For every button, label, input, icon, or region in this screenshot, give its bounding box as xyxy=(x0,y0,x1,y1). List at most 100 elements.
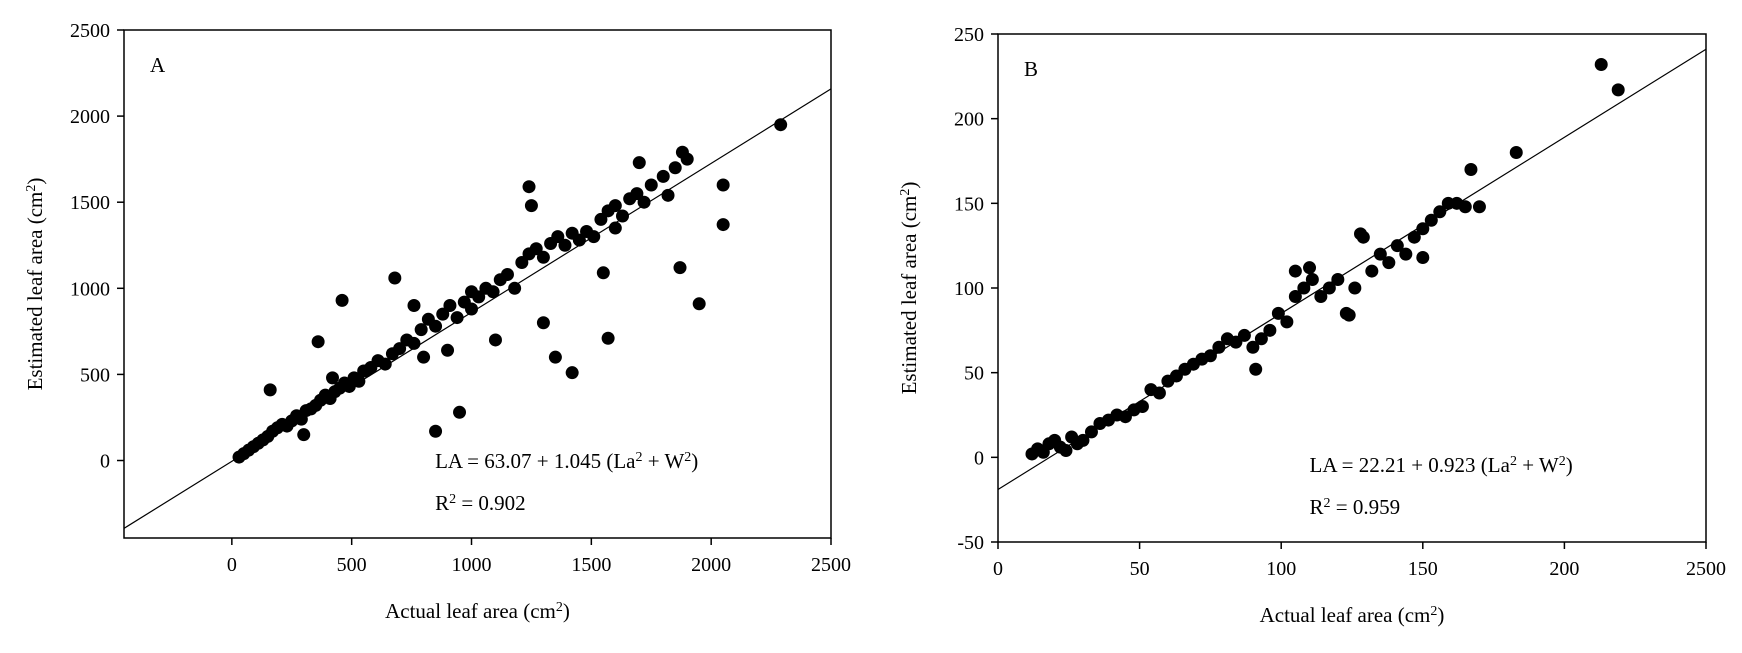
data-point xyxy=(1254,332,1268,346)
data-point xyxy=(1416,251,1430,265)
data-point xyxy=(515,255,529,269)
data-point xyxy=(1135,400,1149,414)
data-point xyxy=(551,230,565,244)
data-point xyxy=(508,281,522,295)
data-point xyxy=(407,299,421,313)
data-point xyxy=(417,350,431,364)
y-axis-label-part: Estimated leaf area (cm xyxy=(897,196,921,395)
x-tick-label: 500 xyxy=(337,554,367,576)
y-axis-label-part: ) xyxy=(897,182,921,189)
data-point xyxy=(1237,328,1251,342)
annotation-part: 2 xyxy=(1559,454,1566,469)
data-point xyxy=(488,333,502,347)
data-point xyxy=(1288,289,1302,303)
data-point xyxy=(1152,386,1166,400)
y-axis-label-part: 2 xyxy=(24,185,39,192)
data-point xyxy=(1458,200,1472,214)
data-point xyxy=(594,212,608,226)
data-point xyxy=(352,374,366,388)
data-point xyxy=(441,343,455,357)
data-point xyxy=(675,145,689,159)
y-tick-label: 500 xyxy=(80,364,110,386)
x-axis-label-part: 2 xyxy=(1430,604,1437,619)
data-point xyxy=(1203,349,1217,363)
data-point xyxy=(1263,323,1277,337)
panel-label: B xyxy=(1024,57,1038,81)
data-point xyxy=(450,311,464,325)
x-axis-label-part: Actual leaf area (cm xyxy=(1260,603,1431,627)
x-tick-label: 2500 xyxy=(811,554,851,576)
data-point xyxy=(1280,315,1294,329)
data-point xyxy=(565,366,579,380)
data-point xyxy=(378,357,392,371)
data-point xyxy=(716,178,730,192)
data-point xyxy=(692,297,706,311)
panel-label: A xyxy=(150,53,166,77)
data-point xyxy=(572,233,586,247)
annotation-part: = 0.902 xyxy=(456,491,526,515)
x-axis-label: Actual leaf area (cm2) xyxy=(1260,603,1445,627)
data-point xyxy=(558,238,572,252)
data-point xyxy=(1076,433,1090,447)
data-point xyxy=(1424,213,1438,227)
data-point xyxy=(465,285,479,299)
annotation: LA = 63.07 + 1.045 (La2 + W2) xyxy=(435,449,698,473)
data-point xyxy=(637,195,651,209)
data-point xyxy=(1297,281,1311,295)
data-point xyxy=(486,285,500,299)
data-point xyxy=(608,199,622,213)
data-point xyxy=(1433,205,1447,219)
data-point xyxy=(388,271,402,285)
y-tick-label: -50 xyxy=(957,532,984,554)
data-point xyxy=(608,221,622,235)
x-tick-label: 200 xyxy=(1549,558,1579,580)
data-point xyxy=(596,266,610,280)
annotation-part: ) xyxy=(691,449,698,473)
data-point xyxy=(453,405,467,419)
data-point xyxy=(630,187,644,201)
data-point xyxy=(1342,308,1356,322)
y-tick-label: 1000 xyxy=(70,278,110,300)
y-tick-label: 250 xyxy=(954,24,984,46)
data-point xyxy=(1331,273,1345,287)
x-tick-label: 150 xyxy=(1408,558,1438,580)
x-axis-label-part: 2 xyxy=(556,600,563,615)
y-tick-label: 2500 xyxy=(70,20,110,42)
data-point xyxy=(1382,256,1396,270)
data-point xyxy=(1084,425,1098,439)
data-point xyxy=(1353,227,1367,241)
data-point xyxy=(443,299,457,313)
data-point xyxy=(536,250,550,264)
data-point xyxy=(716,218,730,232)
data-point xyxy=(335,293,349,307)
data-point xyxy=(1373,247,1387,261)
data-point xyxy=(429,424,443,438)
x-tick-label: 0 xyxy=(227,554,237,576)
annotation-part: + W xyxy=(1517,453,1559,477)
annotation-part: 2 xyxy=(636,450,643,465)
y-tick-label: 2000 xyxy=(70,106,110,128)
data-point xyxy=(1303,261,1317,275)
data-point xyxy=(536,316,550,330)
data-point xyxy=(522,180,536,194)
annotation: R2 = 0.902 xyxy=(435,491,526,515)
data-point xyxy=(615,209,629,223)
data-point xyxy=(1509,146,1523,160)
data-point xyxy=(1322,281,1336,295)
data-point xyxy=(1594,57,1608,71)
data-point xyxy=(1365,264,1379,278)
data-point xyxy=(668,161,682,175)
data-point xyxy=(1472,200,1486,214)
data-point xyxy=(1288,264,1302,278)
data-point xyxy=(1399,247,1413,261)
x-tick-label: 50 xyxy=(1130,558,1150,580)
y-tick-label: 1500 xyxy=(70,192,110,214)
data-point xyxy=(1611,83,1625,97)
data-point xyxy=(1249,362,1263,376)
data-point xyxy=(601,331,615,345)
data-point xyxy=(436,307,450,321)
x-tick-label: 100 xyxy=(1266,558,1296,580)
data-point xyxy=(1348,281,1362,295)
y-axis-label: Estimated leaf area (cm2) xyxy=(897,182,921,395)
